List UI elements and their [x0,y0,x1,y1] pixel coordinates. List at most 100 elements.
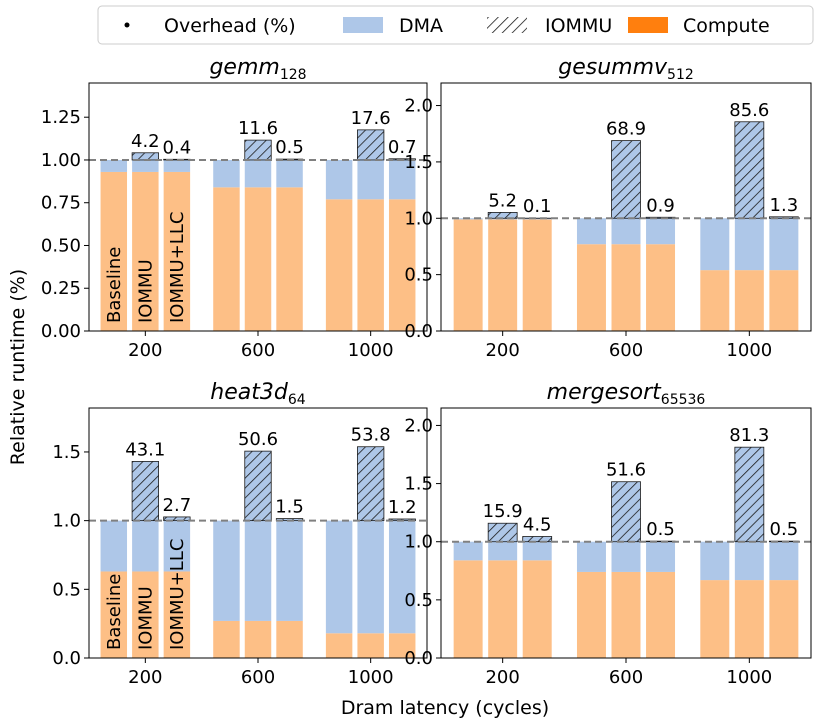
x-tick-label: 600 [609,340,643,361]
bar-compute [276,620,303,658]
bar-dma [276,520,303,621]
bar-dma [700,541,730,581]
bar-iommu [244,139,272,161]
bar-iommu [357,446,385,522]
panel-title-subscript: 512 [667,67,694,83]
bar-compute [325,199,353,331]
legend-dma-icon [343,17,383,33]
bar-compute [522,560,552,658]
bar-dma [576,541,606,572]
bar-dma [453,541,483,561]
overhead-label: 5.2 [488,190,517,211]
y-tick-label: 0.25 [41,278,81,299]
bar-dma [646,541,676,572]
panel-title-subscript: 64 [288,392,306,408]
legend-compute-icon [628,17,668,33]
panel-gesummv: gesummv512 5.2 0.1 200 68.9 0.9 600 85.6 1.3 1000… [404,55,812,361]
bar-compute [646,244,676,331]
y-tick-label: 1.5 [52,442,81,463]
bar-dma [244,520,272,621]
bar-compute [769,580,799,658]
overhead-label: 0.7 [388,137,417,158]
bar-dma [769,218,799,271]
y-tick-label: 1.0 [404,532,433,553]
bar-dma [611,218,641,245]
bar-compute [357,199,384,331]
bar-compute [522,219,552,331]
bar-dma [734,218,764,271]
bar-compute [646,571,676,658]
overhead-label: 51.6 [606,460,646,481]
y-tick-label: 0.5 [404,265,433,286]
bar-iommu [131,152,159,161]
bar-compute [100,171,128,331]
panel-title: gemm128 [209,55,306,83]
bar-compute [769,270,799,331]
x-tick-label: 600 [241,340,275,361]
overhead-label: 1.3 [770,195,799,216]
panel-title-subscript: 128 [280,67,307,83]
overhead-label: 0.4 [163,137,192,158]
y-tick-label: 2.0 [404,415,433,436]
bar-dma [244,159,272,188]
bar-compute [132,171,159,331]
x-tick-label: 1000 [726,667,772,688]
y-tick-label: 0.0 [52,648,81,669]
bar-dma [576,218,606,245]
overhead-label: 0.9 [646,195,675,216]
axes-frame [440,407,812,659]
bar-compute [734,270,764,331]
y-axis-label: Relative runtime (%) [7,269,29,465]
overhead-label: 0.5 [646,519,675,540]
bar-compute [213,620,240,658]
bar-series-label: IOMMU+LLC [167,539,188,650]
bar-iommu [131,461,159,522]
x-tick-label: 200 [128,667,162,688]
bar-dma [325,159,353,200]
bar-dma [163,159,191,172]
y-tick-label: 0.50 [41,235,81,256]
bar-compute [244,620,272,658]
bar-dma [769,541,799,581]
legend-compute-label: Compute [683,15,770,37]
panel-mergesort: mergesort65536 15.94.5 200 51.6 0.5 600 81.3 0.… [404,380,812,688]
y-tick-label: 1.25 [41,107,81,128]
bar-iommu [357,129,385,161]
bar-dma [100,159,128,172]
bar-dma [132,520,159,572]
x-tick-label: 200 [485,340,519,361]
overhead-label: 43.1 [125,439,165,460]
bar-series-label: IOMMU [135,259,156,323]
legend-frame [97,5,814,45]
x-tick-label: 200 [128,340,162,361]
bar-dma [163,520,191,572]
bar-iommu [522,536,553,543]
x-tick-label: 1000 [348,667,394,688]
bar-iommu [734,446,765,543]
bar-dma [213,520,240,621]
overhead-label: 68.9 [606,119,646,140]
bar-iommu [734,121,765,219]
bar-dma [646,218,676,245]
bar-series-label: Baseline [104,574,125,650]
bar-iommu [487,522,518,543]
bar-dma [700,218,730,271]
y-tick-label: 1.5 [404,474,433,495]
bar-dma [325,520,353,634]
panel-title-main: mergesort [547,380,662,405]
bar-dma [734,541,764,581]
y-tick-label: 2.0 [404,96,433,117]
legend-iommu-icon [487,17,527,33]
y-tick-label: 0.0 [404,321,433,342]
x-tick-label: 1000 [348,340,394,361]
bar-compute [611,244,641,331]
x-tick-label: 200 [485,667,519,688]
bar-series-label: Baseline [104,247,125,323]
bar-compute [357,633,384,658]
overhead-label: 0.5 [770,519,799,540]
overhead-label: 4.2 [131,131,160,152]
overhead-label: 81.3 [729,425,769,446]
overhead-label: 15.9 [483,501,523,522]
bar-dma [276,159,303,188]
bar-dma [357,520,384,634]
